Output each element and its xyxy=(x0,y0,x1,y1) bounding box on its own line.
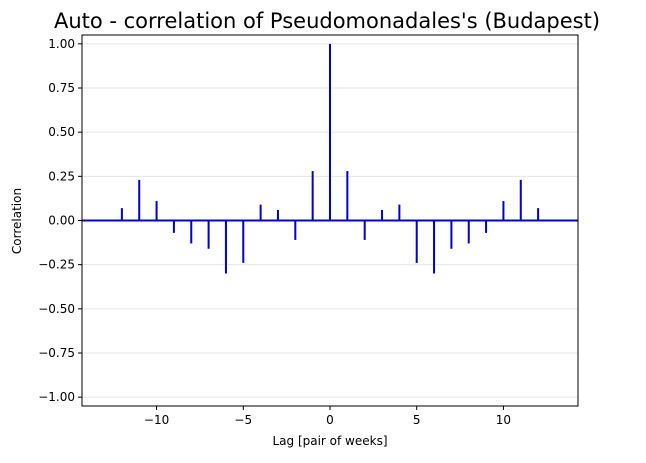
x-tick-label: −10 xyxy=(144,413,169,427)
y-tick-label: −0.75 xyxy=(38,346,75,360)
x-tick-label: 10 xyxy=(496,413,511,427)
y-tick-label: 0.75 xyxy=(48,81,75,95)
y-tick-label: −0.25 xyxy=(38,258,75,272)
y-tick-label: 0.25 xyxy=(48,169,75,183)
y-axis-label: Correlation xyxy=(10,188,24,254)
y-tick-label: 1.00 xyxy=(48,37,75,51)
chart-title: Auto - correlation of Pseudomonadales's … xyxy=(54,9,600,33)
axis-ticks: 1.00 0.75 0.50 0.25 0.00 −0.25 −0.50 −0.75 −1.00… xyxy=(38,37,511,427)
x-tick-label: 0 xyxy=(326,413,334,427)
y-tick-label: −1.00 xyxy=(38,390,75,404)
y-tick-label: 0.50 xyxy=(48,125,75,139)
y-tick-label: −0.50 xyxy=(38,302,75,316)
x-axis-label: Lag [pair of weeks] xyxy=(272,434,387,448)
y-tick-label: 0.00 xyxy=(48,214,75,228)
x-tick-label: −5 xyxy=(234,413,252,427)
x-tick-label: 5 xyxy=(413,413,421,427)
bars xyxy=(120,43,540,274)
